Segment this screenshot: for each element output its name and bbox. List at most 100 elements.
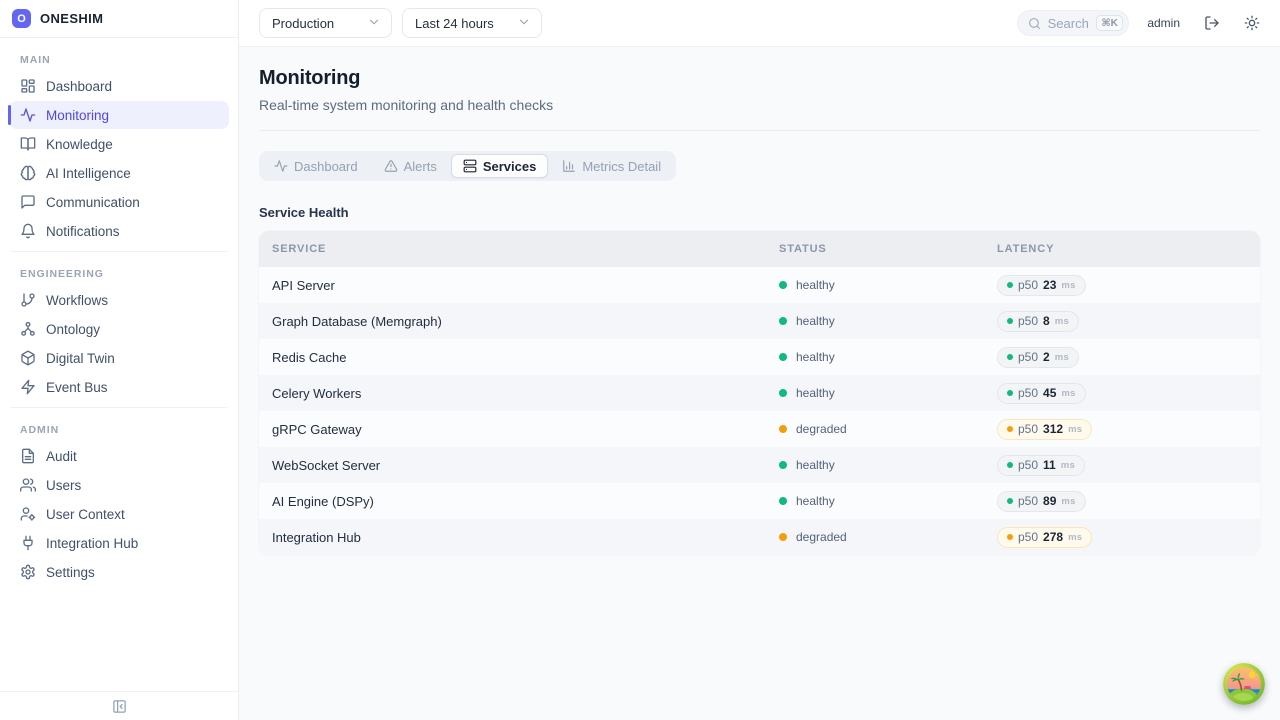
sidebar-item-label: Dashboard — [46, 78, 113, 94]
latency-badge: p50 278 ms — [997, 526, 1093, 548]
panel-left-close-icon — [112, 699, 126, 713]
log-out-icon — [1205, 16, 1219, 30]
sidebar-item-label: Integration Hub — [46, 535, 139, 551]
latency-dot — [1007, 426, 1013, 432]
search-placeholder: Search — [1047, 15, 1089, 31]
sidebar-item-audit[interactable]: Audit — [9, 442, 229, 470]
latency-badge: p50 2 ms — [997, 346, 1080, 368]
service-latency-cell: p50 312 ms — [984, 411, 1260, 447]
brand[interactable]: O ONESHIM — [0, 0, 238, 38]
gear-icon — [21, 564, 35, 580]
service-status-cell: healthy — [766, 483, 984, 519]
sidebar-item-ontology[interactable]: Ontology — [9, 315, 229, 343]
status-dot — [779, 281, 787, 289]
sidebar-item-notifications[interactable]: Notifications — [9, 217, 229, 245]
time-range-select[interactable]: Last 24 hours — [402, 8, 542, 38]
sidebar-item-monitoring[interactable]: Monitoring — [8, 101, 229, 129]
sidebar-nav: MAIN Dashboard Monitoring Knowledge AI Intel… — [0, 38, 238, 691]
service-row: Celery Workers healthy p50 45 ms — [259, 375, 1260, 411]
sidebar-item-settings[interactable]: Settings — [9, 558, 229, 586]
tab-dashboard[interactable]: Dashboard — [262, 154, 370, 178]
status-dot — [779, 461, 787, 469]
tab-alerts[interactable]: Alerts — [372, 154, 449, 178]
hierarchy-icon — [21, 321, 35, 336]
search-input[interactable]: Search ⌘K — [1016, 10, 1130, 36]
service-latency-cell: p50 45 ms — [984, 375, 1260, 411]
latency-value: 312 — [1043, 422, 1064, 436]
sidebar-item-integration-hub[interactable]: Integration Hub — [9, 529, 229, 557]
sidebar-section-label: ENGINEERING — [20, 268, 104, 280]
users-icon — [20, 478, 36, 492]
status-label: degraded — [796, 422, 847, 436]
sidebar-item-label: Communication — [46, 194, 140, 210]
service-name-cell: WebSocket Server — [259, 447, 766, 483]
sidebar-item-dashboard[interactable]: Dashboard — [9, 72, 229, 100]
environment-select[interactable]: Production — [259, 8, 392, 38]
sidebar-item-workflows[interactable]: Workflows — [9, 286, 229, 314]
service-name-cell: Redis Cache — [259, 339, 766, 375]
latency-unit: ms — [1060, 459, 1076, 471]
column-header-status: STATUS — [766, 231, 984, 267]
search-icon — [1028, 17, 1040, 29]
tab-label: Metrics Detail — [582, 158, 662, 174]
sidebar-footer — [0, 691, 238, 720]
service-name: WebSocket Server — [272, 457, 381, 473]
service-name-cell: Integration Hub — [259, 519, 766, 555]
status-dot — [779, 497, 787, 505]
sidebar-item-users[interactable]: Users — [9, 471, 229, 499]
service-name: Integration Hub — [272, 529, 361, 545]
sidebar-item-digital-twin[interactable]: Digital Twin — [9, 344, 229, 372]
collapse-sidebar-button[interactable] — [112, 699, 127, 714]
cube-icon — [21, 350, 35, 366]
theme-toggle-button[interactable] — [1244, 15, 1260, 31]
latency-dot — [1007, 282, 1013, 288]
column-header-latency: LATENCY — [984, 231, 1260, 267]
logout-button[interactable] — [1204, 15, 1220, 31]
status-dot — [779, 533, 787, 541]
latency-dot — [1007, 390, 1013, 396]
sidebar-item-event-bus[interactable]: Event Bus — [9, 373, 229, 401]
latency-badge: p50 45 ms — [997, 382, 1086, 404]
tab-label: Dashboard — [294, 158, 358, 174]
latency-percentile-label: p50 — [1018, 494, 1039, 508]
service-status-cell: healthy — [766, 339, 984, 375]
latency-badge: p50 11 ms — [997, 454, 1086, 476]
latency-dot — [1007, 462, 1013, 468]
sidebar-item-ai-intelligence[interactable]: AI Intelligence — [9, 159, 229, 187]
brand-name: ONESHIM — [40, 11, 104, 26]
bell-icon — [21, 223, 35, 239]
sidebar-item-label: Audit — [46, 448, 77, 464]
service-row: WebSocket Server healthy p50 11 ms — [259, 447, 1260, 483]
sidebar-item-label: Settings — [46, 564, 95, 580]
latency-value: 8 — [1043, 314, 1050, 328]
service-name: Redis Cache — [272, 349, 347, 365]
latency-value: 2 — [1043, 350, 1050, 364]
service-latency-cell: p50 2 ms — [984, 339, 1260, 375]
tab-services[interactable]: Services — [450, 154, 549, 178]
status-dot — [779, 425, 787, 433]
sidebar-item-label: Monitoring — [46, 107, 110, 123]
sidebar-item-user-context[interactable]: User Context — [9, 500, 229, 528]
tab-metrics-detail[interactable]: Metrics Detail — [550, 154, 673, 178]
dashboard-grid-icon — [21, 79, 35, 93]
sidebar-item-label: Event Bus — [46, 379, 108, 395]
environment-select-value: Production — [272, 15, 335, 31]
status-label: healthy — [796, 350, 835, 364]
sun-icon — [1244, 15, 1260, 31]
service-status-cell: healthy — [766, 375, 984, 411]
service-latency-cell: p50 23 ms — [984, 267, 1260, 303]
service-name-cell: gRPC Gateway — [259, 411, 766, 447]
latency-value: 45 — [1043, 386, 1057, 400]
sidebar: O ONESHIM MAIN Dashboard Monitoring Knowled… — [0, 0, 239, 720]
latency-unit: ms — [1054, 351, 1070, 363]
sidebar-item-knowledge[interactable]: Knowledge — [9, 130, 229, 158]
git-branch-icon — [21, 293, 35, 307]
latency-dot — [1007, 498, 1013, 504]
plug-icon — [23, 535, 33, 551]
chevron-down-icon — [517, 15, 531, 32]
sidebar-item-label: Digital Twin — [46, 350, 115, 366]
search-shortcut-badge: ⌘K — [1095, 15, 1124, 31]
island-widget-badge[interactable] — [1223, 663, 1265, 705]
activity-icon — [20, 108, 36, 122]
sidebar-item-communication[interactable]: Communication — [9, 188, 229, 216]
